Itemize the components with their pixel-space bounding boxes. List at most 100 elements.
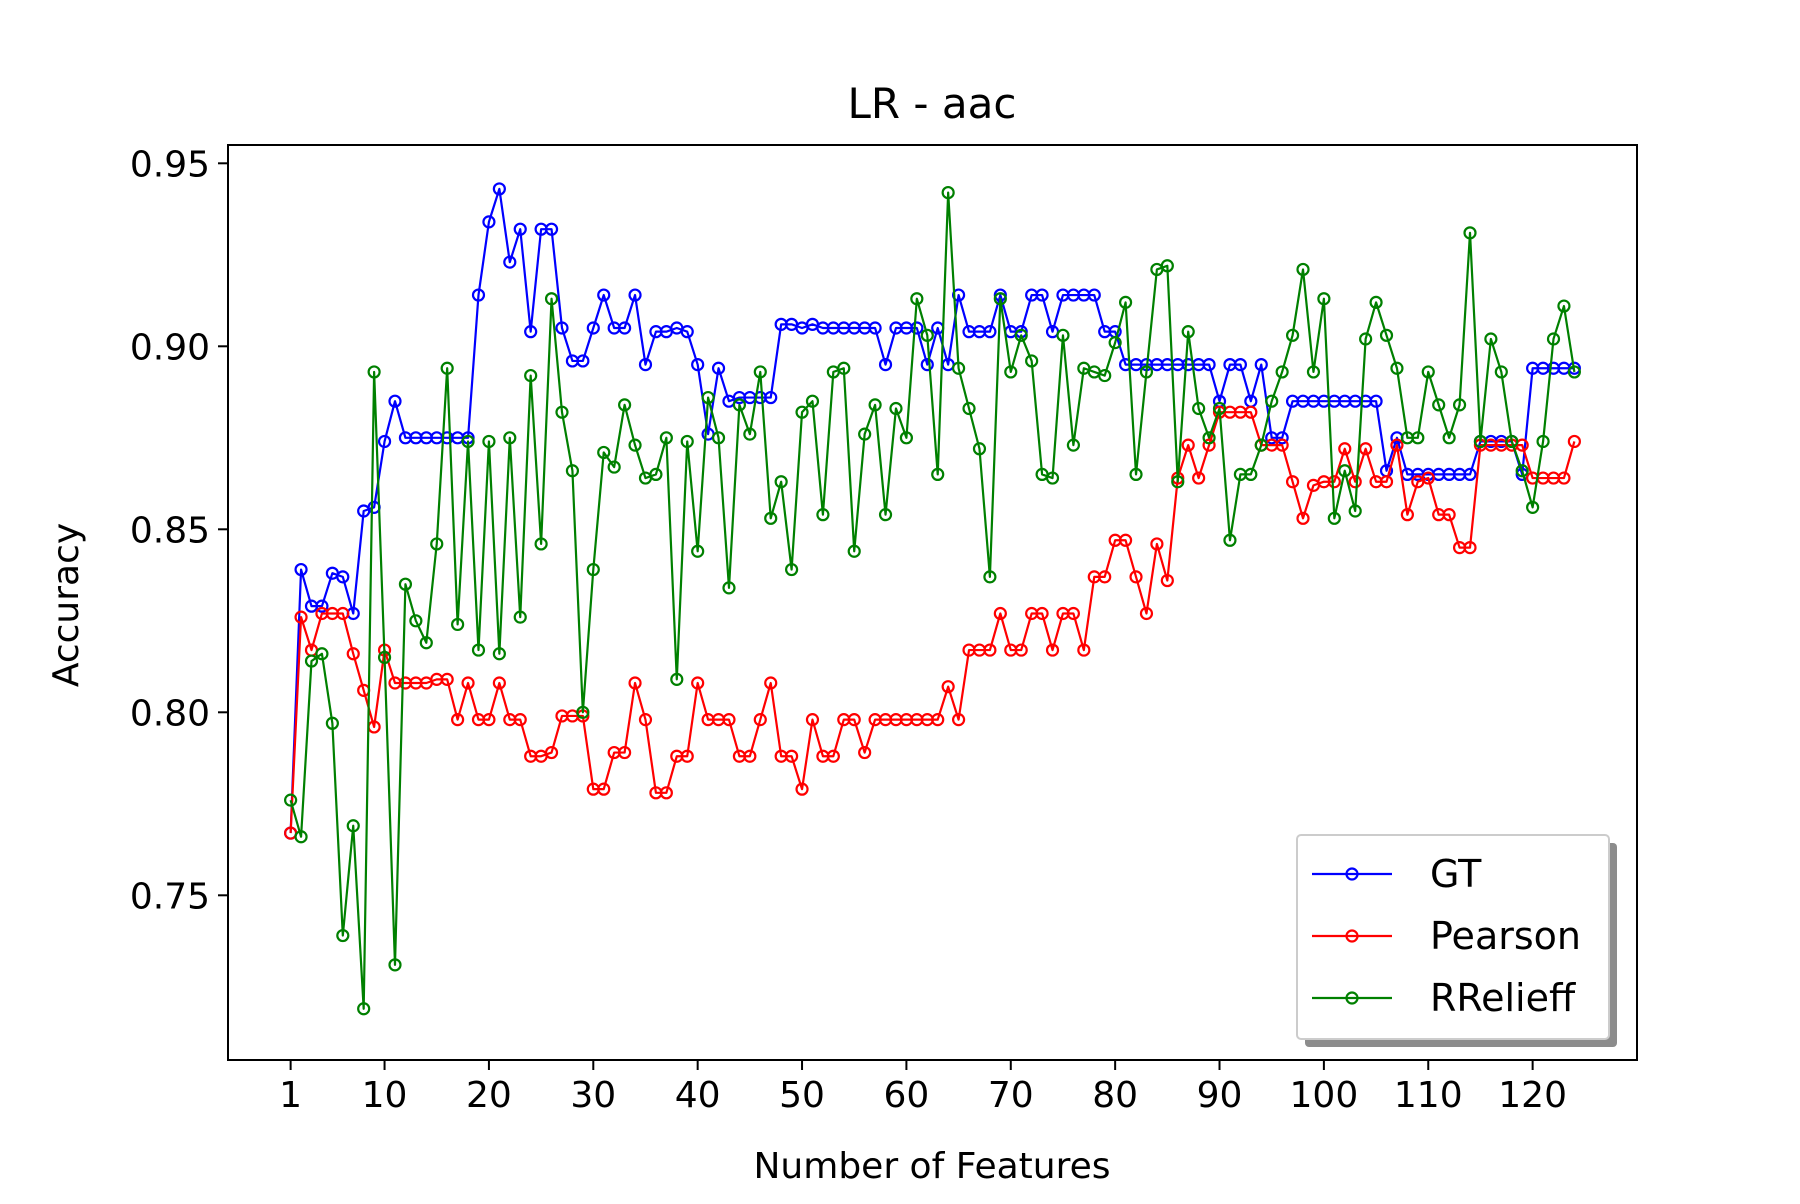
data-point: [784, 562, 799, 577]
data-point: [388, 958, 402, 972]
x-tick-label: 40: [675, 1075, 721, 1116]
data-point: [1129, 467, 1143, 481]
data-point: [1025, 354, 1039, 368]
data-point: [1567, 361, 1581, 375]
data-point: [868, 321, 882, 335]
data-point: [711, 361, 726, 375]
legend-entries: GT Pearson RRelieff: [1312, 852, 1581, 1020]
legend-label: RRelieff: [1430, 976, 1576, 1020]
data-point: [732, 398, 747, 412]
y-tick-label: 0.95: [130, 144, 210, 185]
data-point: [1035, 288, 1049, 302]
y-tick-label: 0.75: [130, 876, 210, 917]
data-point: [482, 215, 496, 229]
chart-title: LR - aac: [847, 79, 1016, 128]
data-point: [1098, 570, 1112, 584]
data-point: [993, 292, 1007, 306]
data-point: [513, 610, 527, 624]
data-point: [336, 570, 350, 584]
data-point: [492, 182, 506, 196]
data-point: [1275, 438, 1289, 452]
legend-marker: [1345, 991, 1359, 1005]
data-point: [858, 427, 872, 441]
y-tick-label: 0.80: [130, 693, 210, 734]
data-point: [816, 508, 830, 522]
data-point: [722, 581, 736, 595]
data-point: [503, 431, 517, 445]
data-point: [471, 643, 486, 657]
data-point: [691, 544, 705, 558]
data-point: [805, 713, 820, 727]
data-point: [1338, 442, 1352, 456]
data-point: [555, 321, 569, 335]
x-tick-label: 70: [988, 1075, 1034, 1116]
data-point: [962, 401, 976, 416]
data-point: [722, 713, 736, 727]
data-point: [1014, 328, 1028, 342]
data-point: [524, 368, 538, 383]
data-point: [1463, 467, 1477, 481]
data-point: [1098, 368, 1112, 383]
x-tick-label: 90: [1197, 1075, 1243, 1116]
data-point: [1546, 332, 1561, 346]
data-point: [346, 819, 360, 833]
y-tick-label: 0.90: [130, 327, 210, 368]
data-point: [430, 537, 444, 551]
x-tick-label: 50: [779, 1075, 825, 1116]
legend-box: [1296, 834, 1610, 1040]
data-point: [1254, 438, 1268, 452]
data-point: [492, 647, 506, 661]
data-point: [398, 577, 413, 591]
data-point: [638, 358, 653, 372]
data-point: [1181, 438, 1195, 452]
data-point: [618, 321, 632, 335]
x-tick-label: 80: [1092, 1075, 1138, 1116]
data-point: [294, 562, 308, 577]
data-point: [607, 460, 621, 474]
data-point: [377, 434, 392, 449]
data-point: [1317, 292, 1331, 306]
x-tick-label: 110: [1394, 1075, 1463, 1116]
data-point: [315, 647, 329, 661]
x-axis-label: Number of Features: [754, 1146, 1111, 1187]
data-point: [409, 614, 423, 628]
plot-series: [284, 182, 1581, 1016]
series-line: [289, 191, 1576, 1010]
data-point: [1275, 431, 1289, 445]
data-point: [1202, 358, 1216, 372]
data-point: [1265, 394, 1279, 408]
x-axis-ticks: 1 10 20 30 40 50 60 70 80 90 100 110 120: [279, 1060, 1567, 1116]
data-point: [764, 676, 778, 690]
data-point: [555, 405, 569, 419]
data-point: [951, 361, 966, 375]
x-tick-label: 30: [570, 1075, 616, 1116]
data-point: [1150, 537, 1164, 551]
data-point: [628, 288, 642, 302]
data-point: [451, 713, 465, 727]
data-point: [1432, 398, 1446, 412]
data-point: [346, 647, 360, 661]
data-point: [1327, 475, 1341, 489]
data-point: [1327, 511, 1341, 525]
data-point: [858, 745, 872, 760]
data-point: [1379, 475, 1394, 489]
data-point: [482, 713, 496, 727]
data-point: [1505, 434, 1519, 449]
data-point: [1421, 471, 1435, 485]
data-point: [1557, 471, 1571, 485]
x-tick-label: 10: [362, 1075, 408, 1116]
data-point: [878, 358, 893, 372]
data-point: [1557, 299, 1571, 313]
data-point: [638, 713, 653, 727]
data-point: [1390, 438, 1404, 452]
data-point: [1118, 533, 1133, 547]
data-point: [1045, 471, 1060, 485]
data-point: [1275, 365, 1289, 379]
data-point: [931, 713, 945, 727]
series-rrelieff: [284, 185, 1581, 1016]
data-point: [1077, 643, 1091, 657]
plot-frame: [227, 144, 1638, 1061]
data-point: [1463, 540, 1477, 555]
data-point: [513, 713, 527, 727]
